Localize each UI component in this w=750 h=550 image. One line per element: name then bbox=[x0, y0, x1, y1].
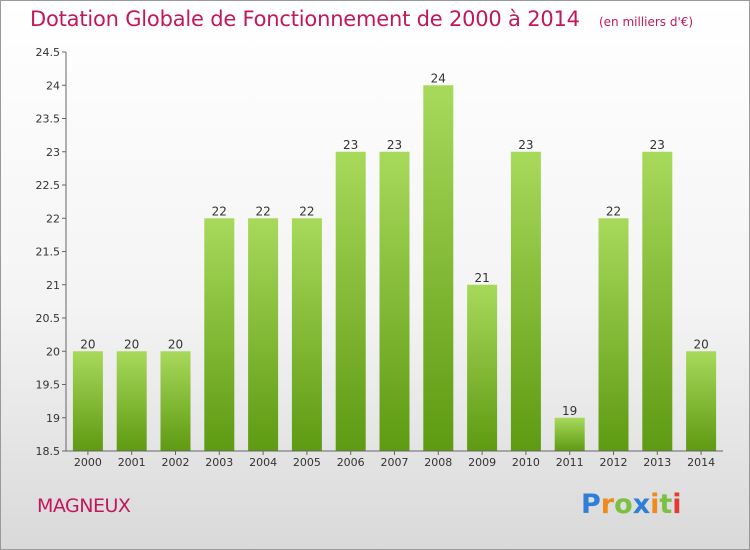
x-tick-label-2013: 2013 bbox=[643, 456, 671, 469]
data-label-2009: 21 bbox=[474, 271, 489, 285]
y-tick-label: 19 bbox=[46, 412, 60, 425]
x-tick-label-2007: 2007 bbox=[381, 456, 409, 469]
bar-2013 bbox=[642, 151, 673, 451]
bar-2012 bbox=[598, 218, 629, 451]
title-row: Dotation Globale de Fonctionnement de 20… bbox=[30, 7, 693, 31]
logo-letter: i bbox=[650, 489, 660, 520]
y-tick-label: 18.5 bbox=[36, 445, 61, 458]
y-tick-label: 24.5 bbox=[36, 46, 61, 59]
data-label-2003: 22 bbox=[212, 204, 227, 218]
x-tick-label-2014: 2014 bbox=[687, 456, 715, 469]
data-label-2012: 22 bbox=[606, 204, 621, 218]
y-tick-label: 20.5 bbox=[36, 312, 61, 325]
y-tick-label: 21 bbox=[46, 279, 60, 292]
data-label-2004: 22 bbox=[255, 204, 270, 218]
data-label-2014: 20 bbox=[693, 337, 708, 351]
x-tick-label-2004: 2004 bbox=[249, 456, 277, 469]
x-tick-label-2000: 2000 bbox=[74, 456, 102, 469]
x-tick-label-2002: 2002 bbox=[162, 456, 190, 469]
data-label-2011: 19 bbox=[562, 404, 577, 418]
bar-2014 bbox=[686, 351, 717, 451]
y-tick-label: 23 bbox=[46, 146, 60, 159]
data-label-2007: 23 bbox=[387, 138, 402, 152]
logo-letter: i bbox=[672, 489, 682, 520]
chart-unit-note: (en milliers d'€) bbox=[598, 15, 694, 29]
data-label-2006: 23 bbox=[343, 138, 358, 152]
data-label-2005: 22 bbox=[299, 204, 314, 218]
logo-letter: P bbox=[581, 489, 601, 520]
bar-2006 bbox=[335, 151, 366, 451]
bar-2001 bbox=[116, 351, 147, 451]
commune-name: MAGNEUX bbox=[37, 495, 131, 517]
bars-group: 20 20 20 22 22 22 23 23 24 21 23 19 22 23 20 bbox=[72, 71, 717, 451]
y-tick-label: 19.5 bbox=[36, 379, 61, 392]
data-label-2002: 20 bbox=[168, 337, 183, 351]
bar-2011 bbox=[554, 417, 585, 451]
bar-2010 bbox=[510, 151, 541, 451]
bar-2005 bbox=[291, 218, 322, 451]
axes-group: 18.5 19 19.5 20 20.5 21 21.5 22 22.5 23 23.5 24 24.5… bbox=[36, 46, 723, 469]
bar-2004 bbox=[248, 218, 279, 451]
x-tick-label-2011: 2011 bbox=[556, 456, 584, 469]
data-label-2010: 23 bbox=[518, 138, 533, 152]
data-label-2013: 23 bbox=[650, 138, 665, 152]
y-tick-label: 22.5 bbox=[36, 179, 61, 192]
bar-2000 bbox=[72, 351, 103, 451]
logo-letter: o bbox=[614, 489, 633, 520]
bar-2008 bbox=[423, 85, 454, 451]
data-label-2001: 20 bbox=[124, 337, 139, 351]
bar-2007 bbox=[379, 151, 410, 451]
logo-letter: x bbox=[632, 489, 651, 520]
x-tick-label-2010: 2010 bbox=[512, 456, 540, 469]
x-tick-label-2001: 2001 bbox=[118, 456, 146, 469]
x-tick-label-2009: 2009 bbox=[468, 456, 496, 469]
x-tick-label-2005: 2005 bbox=[293, 456, 321, 469]
y-tick-label: 20 bbox=[46, 345, 60, 358]
proxiti-logo: Proxiti bbox=[581, 489, 682, 520]
y-tick-label: 22 bbox=[46, 212, 60, 225]
x-tick-label-2006: 2006 bbox=[337, 456, 365, 469]
x-tick-label-2003: 2003 bbox=[205, 456, 233, 469]
y-tick-label: 24 bbox=[46, 79, 60, 92]
x-tick-label-2008: 2008 bbox=[424, 456, 452, 469]
bar-2009 bbox=[467, 284, 498, 451]
bar-2002 bbox=[160, 351, 191, 451]
data-label-2008: 24 bbox=[431, 71, 446, 85]
y-tick-label: 23.5 bbox=[36, 113, 61, 126]
y-tick-label: 21.5 bbox=[36, 246, 61, 259]
x-tick-label-2012: 2012 bbox=[600, 456, 628, 469]
chart-title: Dotation Globale de Fonctionnement de 20… bbox=[30, 7, 580, 31]
bar-2003 bbox=[204, 218, 235, 451]
logo-letter: r bbox=[600, 489, 615, 520]
data-label-2000: 20 bbox=[80, 337, 95, 351]
logo-letter: t bbox=[659, 489, 673, 520]
